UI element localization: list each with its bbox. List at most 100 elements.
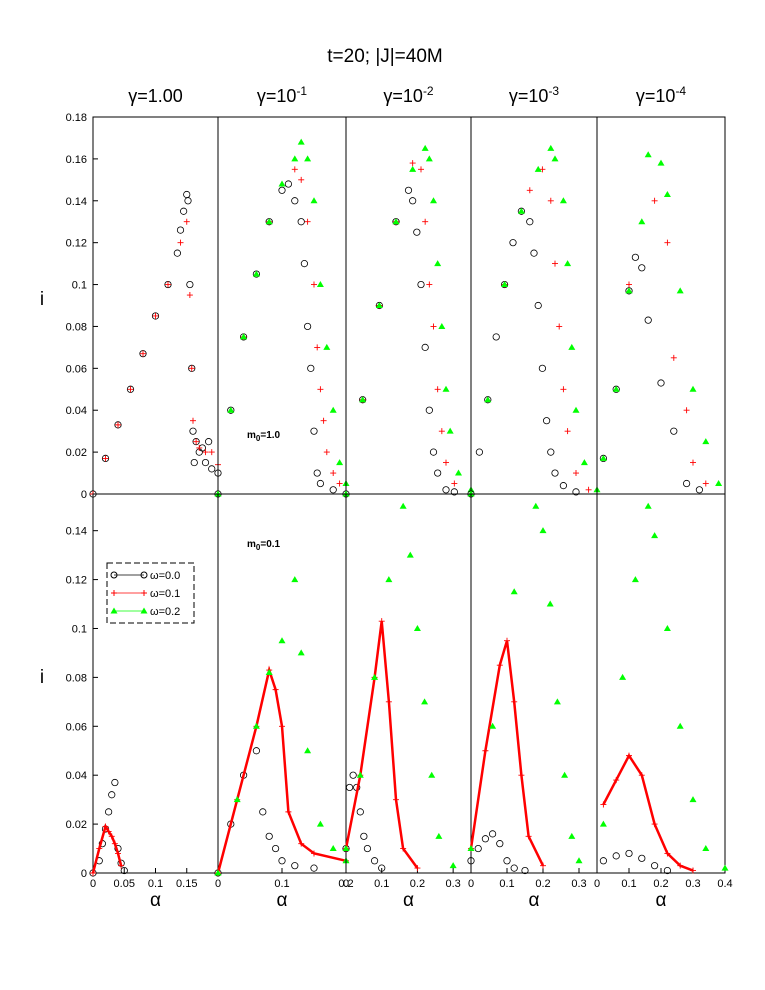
data-point bbox=[190, 458, 198, 467]
data-point bbox=[111, 840, 118, 847]
data-point bbox=[115, 850, 121, 857]
panel-frame bbox=[470, 493, 598, 874]
data-point bbox=[446, 427, 454, 434]
y-tick-label: 0.06 bbox=[66, 363, 87, 375]
data-point bbox=[631, 576, 639, 583]
y-tick-label: 0.08 bbox=[66, 672, 87, 684]
data-point bbox=[474, 844, 482, 853]
panel-frame bbox=[345, 116, 472, 495]
data-point bbox=[467, 845, 475, 852]
data-point bbox=[443, 459, 449, 466]
data-point bbox=[644, 316, 652, 324]
series-ω=0.1 bbox=[90, 823, 125, 876]
data-point bbox=[310, 427, 318, 435]
data-point bbox=[278, 180, 286, 187]
y-tick-label: 0.14 bbox=[66, 526, 87, 538]
data-point bbox=[425, 406, 433, 414]
data-point bbox=[205, 438, 213, 446]
data-point bbox=[298, 840, 305, 847]
data-point bbox=[670, 427, 678, 435]
data-point bbox=[108, 833, 115, 840]
data-point bbox=[504, 637, 510, 644]
data-point bbox=[342, 845, 350, 852]
legend: ω=0.0 ω=0.1 ω=0.2 bbox=[106, 562, 195, 624]
panel-bottom-col4: 0 0.1 0.2 0.3 α bbox=[467, 493, 598, 911]
annotation-rest: =0.1 bbox=[260, 539, 280, 550]
panel-bottom-col3: 0 0.1 0.2 0.3 α bbox=[342, 493, 472, 911]
data-point bbox=[702, 480, 709, 487]
data-point bbox=[631, 253, 640, 261]
data-point bbox=[370, 857, 379, 865]
panel-frame bbox=[217, 493, 347, 874]
data-point bbox=[406, 551, 414, 558]
data-point bbox=[418, 166, 424, 173]
series-ω=0.0 bbox=[599, 849, 672, 875]
data-point bbox=[285, 808, 292, 815]
data-point bbox=[291, 155, 299, 162]
data-point bbox=[517, 207, 525, 214]
data-point bbox=[201, 458, 210, 467]
x-tick-label: 0 bbox=[215, 878, 221, 890]
header-base: γ=10 bbox=[509, 86, 549, 106]
data-point bbox=[651, 821, 658, 828]
data-point bbox=[336, 459, 344, 466]
x-tick-label: 0.3 bbox=[571, 878, 586, 890]
data-point bbox=[521, 866, 529, 875]
data-point bbox=[310, 197, 318, 204]
data-point bbox=[547, 144, 555, 151]
data-point bbox=[599, 857, 608, 865]
panel-bottom-col2: 0 0.1 0.2 α bbox=[214, 493, 354, 911]
x-tick-label: 0 bbox=[343, 878, 349, 890]
data-point bbox=[316, 820, 324, 827]
data-point bbox=[363, 844, 372, 853]
data-point bbox=[120, 866, 128, 875]
data-point bbox=[434, 386, 441, 393]
data-point bbox=[105, 808, 113, 816]
data-point bbox=[526, 187, 533, 194]
data-point bbox=[702, 438, 710, 445]
data-point bbox=[612, 852, 620, 860]
y-tick-label: 0.04 bbox=[66, 770, 87, 782]
data-point bbox=[385, 698, 392, 705]
annotation-base: m bbox=[247, 539, 256, 550]
data-point bbox=[657, 159, 665, 166]
data-point bbox=[359, 396, 367, 403]
series-ω=0.2 bbox=[342, 144, 475, 497]
y-tick-label: 0 bbox=[81, 489, 87, 501]
series-ω=0.1 bbox=[215, 665, 349, 876]
data-point bbox=[599, 820, 607, 827]
data-point bbox=[625, 849, 633, 858]
y-tick-label: 0.06 bbox=[66, 721, 87, 733]
data-point bbox=[573, 470, 579, 477]
data-point bbox=[626, 752, 632, 759]
data-point bbox=[378, 618, 385, 625]
data-point bbox=[271, 844, 280, 853]
data-point bbox=[317, 386, 324, 393]
figure-title: t=20; |J|=40M bbox=[327, 46, 443, 67]
legend-marker bbox=[141, 590, 147, 596]
data-point bbox=[467, 857, 475, 865]
data-point bbox=[568, 343, 576, 350]
x-tick-label: 0.1 bbox=[148, 878, 163, 890]
x-tick-label: 0 bbox=[468, 878, 474, 890]
data-point bbox=[105, 828, 112, 835]
x-tick-label: 0.1 bbox=[374, 878, 389, 890]
data-point bbox=[552, 260, 558, 267]
data-point bbox=[560, 386, 567, 393]
data-point bbox=[399, 502, 407, 509]
panel-frame bbox=[470, 116, 598, 495]
data-point bbox=[233, 796, 241, 803]
data-point bbox=[551, 469, 559, 477]
data-point bbox=[644, 502, 652, 509]
data-point bbox=[551, 155, 559, 162]
data-point bbox=[538, 364, 547, 372]
data-point bbox=[682, 479, 691, 488]
data-point bbox=[561, 771, 569, 778]
data-point bbox=[393, 796, 399, 803]
row-annotation: m0=1.0 bbox=[247, 430, 281, 443]
column-header: γ=10-4 bbox=[636, 84, 687, 106]
data-point bbox=[404, 186, 413, 194]
column-headers: γ=1.00 γ=10-1 γ=10-2 γ=10-3 γ=10-4 bbox=[128, 84, 686, 106]
x-tick-label: 0.2 bbox=[535, 878, 550, 890]
data-point bbox=[314, 344, 321, 351]
